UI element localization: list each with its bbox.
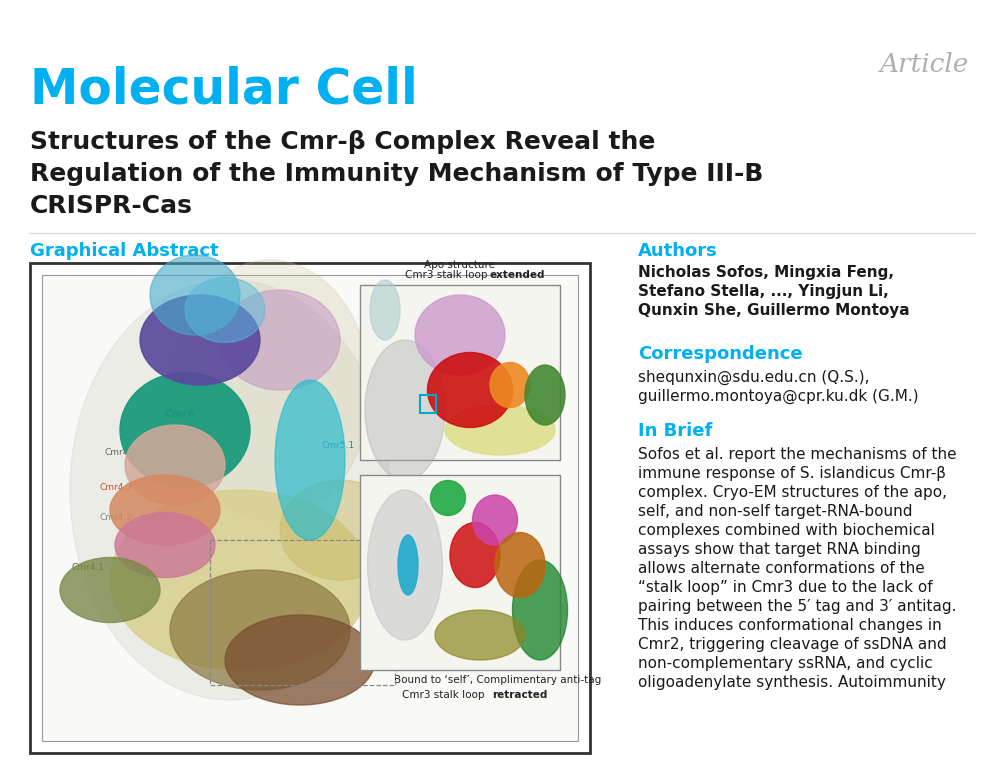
Text: Cmr1: Cmr1 <box>189 327 220 337</box>
Text: D2: D2 <box>462 368 474 377</box>
Text: Sofos et al. report the mechanisms of the: Sofos et al. report the mechanisms of th… <box>637 447 956 462</box>
Bar <box>360 285 559 460</box>
Ellipse shape <box>169 260 370 520</box>
Text: D4: D4 <box>497 495 507 504</box>
Text: complexes combined with biochemical: complexes combined with biochemical <box>637 523 934 538</box>
Text: Cmr6: Cmr6 <box>165 409 195 419</box>
Text: “stalk loop” in Cmr3 due to the lack of: “stalk loop” in Cmr3 due to the lack of <box>637 580 932 595</box>
Text: Graphical Abstract: Graphical Abstract <box>30 242 218 260</box>
Ellipse shape <box>275 380 345 540</box>
Text: This induces conformational changes in: This induces conformational changes in <box>637 618 941 633</box>
Text: Stalk: Stalk <box>360 555 377 561</box>
Bar <box>209 540 395 685</box>
Ellipse shape <box>110 490 370 670</box>
Text: Cmr3: Cmr3 <box>362 641 383 650</box>
Text: Cmr3 stalk loop: Cmr3 stalk loop <box>402 690 487 700</box>
Bar <box>420 395 436 413</box>
Ellipse shape <box>445 405 554 455</box>
Text: Regulation of the Immunity Mechanism of Type III-B: Regulation of the Immunity Mechanism of … <box>30 162 763 186</box>
Text: Article: Article <box>878 52 967 77</box>
Ellipse shape <box>472 495 517 545</box>
Text: Cmr4.4: Cmr4.4 <box>105 448 137 457</box>
Ellipse shape <box>524 365 564 425</box>
Text: Cmr3: Cmr3 <box>360 543 379 549</box>
Text: Apo structure: Apo structure <box>424 260 495 270</box>
Text: self, and non-self target-RNA-bound: self, and non-self target-RNA-bound <box>637 504 912 519</box>
Text: Cmr2: Cmr2 <box>258 622 287 632</box>
Text: stalk: stalk <box>360 393 377 399</box>
Ellipse shape <box>70 280 390 700</box>
Text: 90°: 90° <box>376 444 393 454</box>
Text: Palm1: Palm1 <box>460 641 483 650</box>
Text: pairing between the 5′ tag and 3′ antitag.: pairing between the 5′ tag and 3′ antita… <box>637 599 956 614</box>
Text: Cmr3: Cmr3 <box>360 382 379 388</box>
Text: retracted: retracted <box>492 690 547 700</box>
Text: Structures of the Cmr-β Complex Reveal the: Structures of the Cmr-β Complex Reveal t… <box>30 130 654 154</box>
Text: Stefano Stella, ..., Yingjun Li,: Stefano Stella, ..., Yingjun Li, <box>637 284 888 299</box>
Text: NTR: NTR <box>445 477 460 486</box>
Text: Cmr2, triggering cleavage of ssDNA and: Cmr2, triggering cleavage of ssDNA and <box>637 637 946 652</box>
Text: Cmr4.3: Cmr4.3 <box>100 483 133 492</box>
Text: guillermo.montoya@cpr.ku.dk (G.M.): guillermo.montoya@cpr.ku.dk (G.M.) <box>637 389 918 404</box>
Ellipse shape <box>115 513 214 577</box>
Text: HD: HD <box>537 361 549 370</box>
Text: Correspondence: Correspondence <box>637 345 802 363</box>
Ellipse shape <box>450 523 500 588</box>
Bar <box>360 475 559 670</box>
Text: D4: D4 <box>480 291 490 300</box>
Ellipse shape <box>398 535 418 595</box>
Text: CRISPR-Cas: CRISPR-Cas <box>30 194 192 218</box>
Ellipse shape <box>430 480 465 516</box>
Ellipse shape <box>435 610 524 660</box>
Ellipse shape <box>415 295 504 375</box>
Ellipse shape <box>365 340 445 480</box>
Ellipse shape <box>367 490 442 640</box>
Text: Palm2: Palm2 <box>509 365 531 371</box>
Text: Cmr5.1: Cmr5.1 <box>322 441 355 450</box>
Text: Cmr3 stalk loop: Cmr3 stalk loop <box>405 270 490 280</box>
Text: In Brief: In Brief <box>637 422 711 440</box>
Ellipse shape <box>140 295 260 385</box>
Text: extended: extended <box>490 270 545 280</box>
Text: shequnxin@sdu.edu.cn (Q.S.),: shequnxin@sdu.edu.cn (Q.S.), <box>637 370 869 386</box>
Bar <box>30 263 589 753</box>
Text: D2: D2 <box>475 533 487 542</box>
Text: assays show that target RNA binding: assays show that target RNA binding <box>637 542 920 557</box>
Text: Cmr4.1: Cmr4.1 <box>72 563 105 572</box>
Text: immune response of S. islandicus Cmr-β: immune response of S. islandicus Cmr-β <box>637 466 945 481</box>
Ellipse shape <box>224 615 375 705</box>
Text: 60°: 60° <box>376 557 393 567</box>
Ellipse shape <box>490 362 529 408</box>
Ellipse shape <box>512 560 567 660</box>
Ellipse shape <box>184 278 265 342</box>
Text: HD: HD <box>531 618 543 627</box>
Ellipse shape <box>150 255 239 335</box>
Text: oligoadenylate synthesis. Autoimmunity: oligoadenylate synthesis. Autoimmunity <box>637 675 945 690</box>
Text: Bound to ‘self’, Complimentary anti-tag: Bound to ‘self’, Complimentary anti-tag <box>394 675 600 685</box>
Text: Palm2: Palm2 <box>515 543 537 549</box>
Ellipse shape <box>495 533 544 598</box>
Text: Molecular Cell: Molecular Cell <box>30 65 418 113</box>
Text: crRNA: crRNA <box>368 290 392 299</box>
Ellipse shape <box>110 475 219 545</box>
Ellipse shape <box>427 352 512 427</box>
Ellipse shape <box>169 570 350 690</box>
Text: complex. Cryo-EM structures of the apo,: complex. Cryo-EM structures of the apo, <box>637 485 946 500</box>
Text: Palm1: Palm1 <box>488 438 511 447</box>
Text: non-complementary ssRNA, and cyclic: non-complementary ssRNA, and cyclic <box>637 656 932 671</box>
Ellipse shape <box>370 280 400 340</box>
Ellipse shape <box>125 425 224 505</box>
Bar <box>42 275 577 741</box>
Text: Qunxin She, Guillermo Montoya: Qunxin She, Guillermo Montoya <box>637 303 909 318</box>
Ellipse shape <box>280 480 400 580</box>
Text: allows alternate conformations of the: allows alternate conformations of the <box>637 561 924 576</box>
Text: Cmr3: Cmr3 <box>362 443 383 452</box>
Text: crRNA: crRNA <box>366 477 390 486</box>
Ellipse shape <box>219 290 340 390</box>
Ellipse shape <box>120 372 249 487</box>
Text: Authors: Authors <box>637 242 717 260</box>
Text: Cmr4.2: Cmr4.2 <box>100 513 132 522</box>
Ellipse shape <box>60 557 160 622</box>
Text: Nicholas Sofos, Mingxia Feng,: Nicholas Sofos, Mingxia Feng, <box>637 265 893 280</box>
